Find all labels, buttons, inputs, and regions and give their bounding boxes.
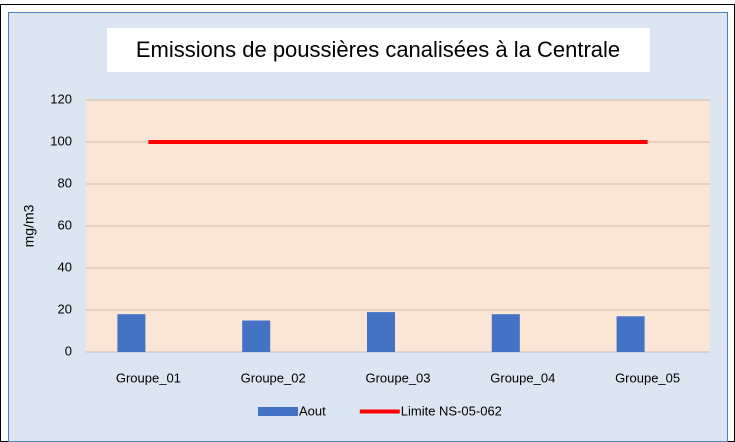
legend-label: Limite NS-05-062: [401, 403, 502, 418]
x-tick-label: Groupe_03: [365, 370, 430, 385]
bar: [242, 320, 271, 352]
x-tick-label: Groupe_04: [490, 370, 555, 385]
title-box: [107, 28, 650, 72]
y-tick-label: 20: [58, 301, 72, 316]
bar: [491, 314, 520, 352]
chart-title: Emissions de poussières canalisées à la …: [136, 37, 620, 62]
bar: [117, 314, 146, 352]
y-tick-label: 100: [50, 133, 72, 148]
y-tick-label: 0: [65, 343, 72, 358]
legend-label: Aout: [299, 403, 326, 418]
bar: [616, 316, 645, 352]
y-tick-label: 40: [58, 259, 72, 274]
y-tick-label: 80: [58, 175, 72, 190]
x-tick-label: Groupe_05: [615, 370, 680, 385]
y-tick-label: 120: [50, 91, 72, 106]
bar: [367, 312, 395, 352]
x-tick-label: Groupe_02: [241, 370, 306, 385]
x-tick-label: Groupe_01: [116, 370, 181, 385]
y-axis-title: mg/m3: [21, 204, 37, 247]
y-tick-label: 60: [58, 217, 72, 232]
legend-swatch: [258, 407, 298, 416]
